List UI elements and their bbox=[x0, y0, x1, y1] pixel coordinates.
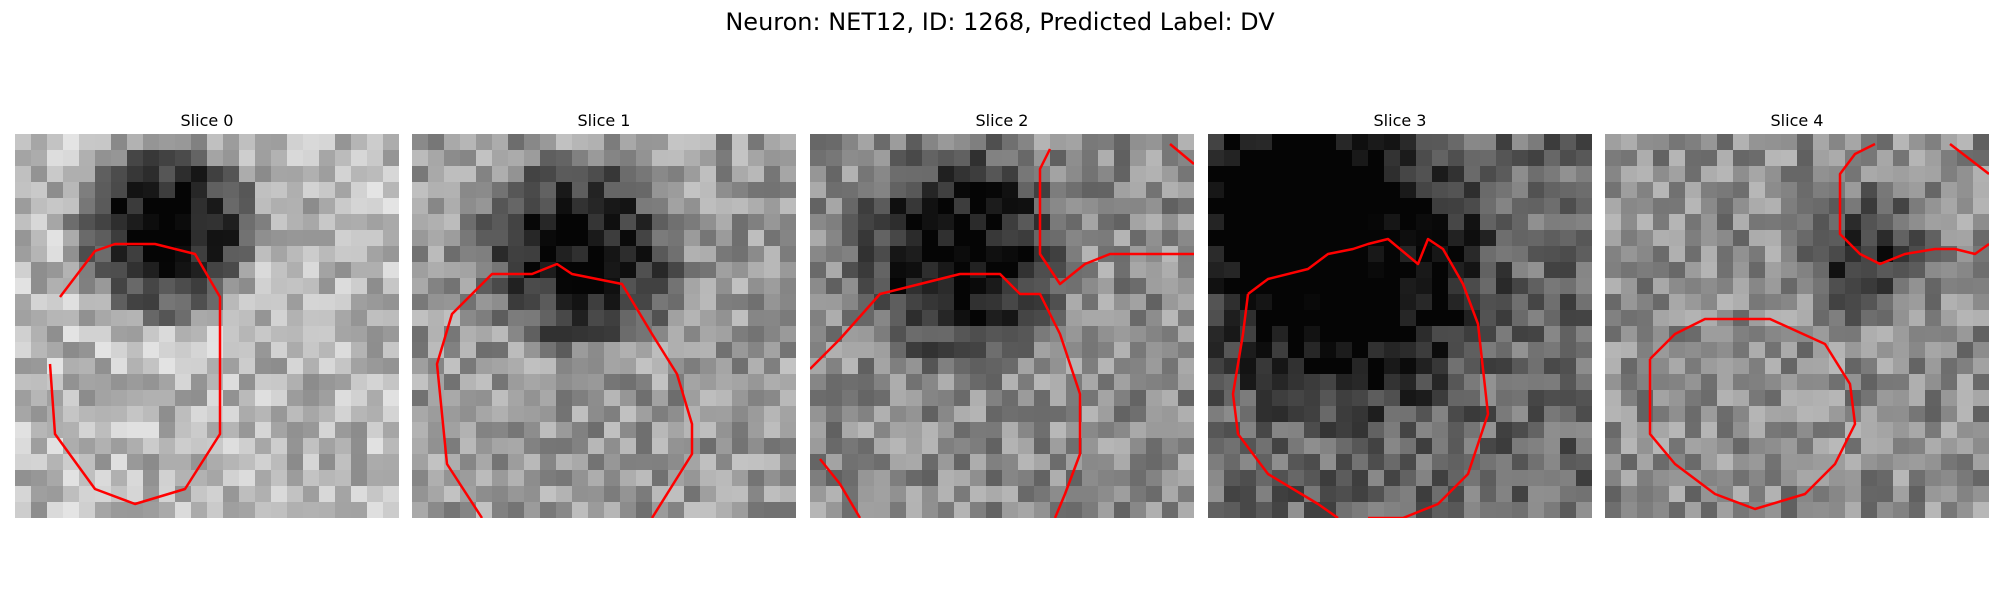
slice-image-1 bbox=[412, 134, 796, 518]
slice-panel-1: Slice 1 bbox=[412, 110, 796, 518]
roi-contour bbox=[435, 262, 694, 518]
slice-image-2 bbox=[810, 134, 1194, 518]
roi-contour-corner bbox=[1949, 143, 1989, 175]
roi-contour bbox=[1648, 317, 1857, 511]
slice-title: Slice 1 bbox=[577, 111, 631, 130]
slice-title: Slice 3 bbox=[1373, 111, 1427, 130]
roi-contour bbox=[810, 272, 1082, 518]
slice-title: Slice 4 bbox=[1770, 111, 1824, 130]
slice-panel-3: Slice 3 bbox=[1208, 110, 1592, 518]
slice-panel-0: Slice 0 bbox=[15, 110, 399, 518]
roi-contour bbox=[1247, 237, 1490, 518]
slice-panel-4: Slice 4 bbox=[1605, 110, 1989, 518]
slice-panel-2: Slice 2 bbox=[810, 110, 1194, 518]
roi-contour-left bbox=[819, 458, 862, 518]
roi-contour-corner bbox=[1169, 143, 1194, 165]
slice-image-3 bbox=[1208, 134, 1592, 518]
figure-title: Neuron: NET12, ID: 1268, Predicted Label… bbox=[725, 8, 1275, 36]
roi-contour-secondary bbox=[1038, 148, 1194, 286]
roi-contour bbox=[48, 242, 222, 506]
roi-contour-secondary bbox=[1838, 142, 1989, 266]
roi-contour-left bbox=[1231, 293, 1339, 518]
slice-title: Slice 0 bbox=[180, 111, 234, 130]
slice-image-4 bbox=[1605, 134, 1989, 518]
slice-image-0 bbox=[15, 134, 399, 518]
slice-title: Slice 2 bbox=[975, 111, 1029, 130]
